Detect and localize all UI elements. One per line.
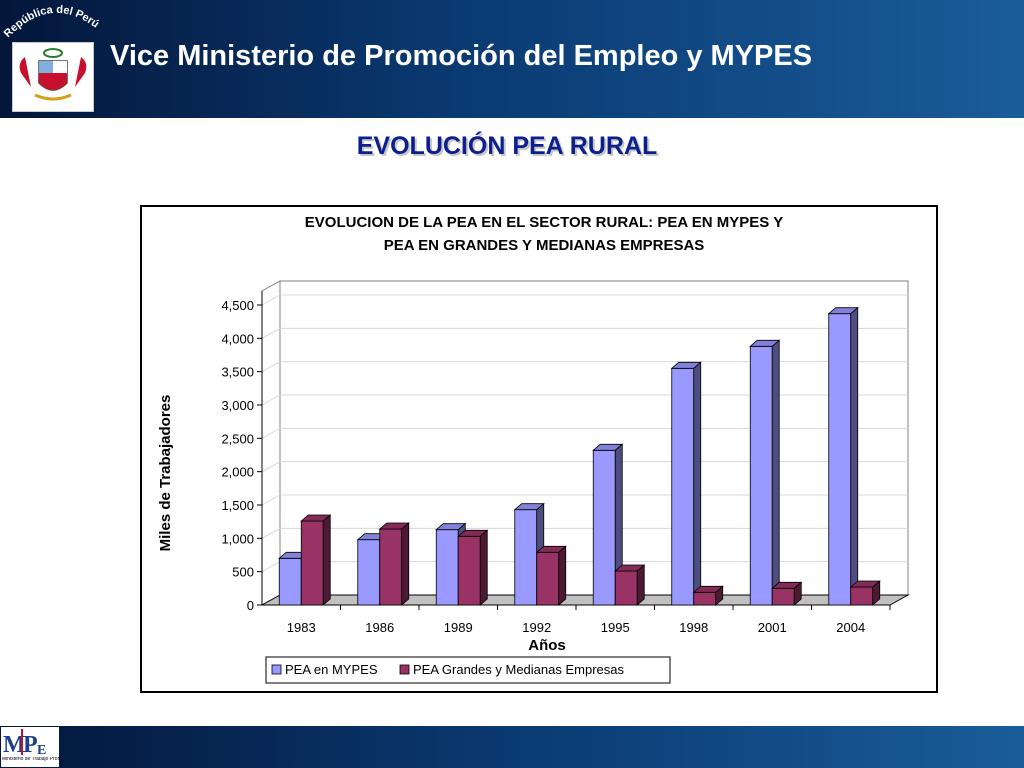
y-tick-label: 1,500 xyxy=(221,498,254,513)
bar-side xyxy=(715,585,724,606)
svg-text:E: E xyxy=(37,743,46,757)
bar-side xyxy=(479,529,488,606)
bar-side xyxy=(401,522,410,606)
x-tick-label: 1992 xyxy=(522,620,551,635)
bar-grandes xyxy=(693,591,717,606)
bar-mypes xyxy=(278,557,302,606)
chart-title-line: PEA EN GRANDES Y MEDIANAS EMPRESAS xyxy=(384,237,705,254)
x-axis-title: Años xyxy=(528,637,566,654)
legend-box xyxy=(265,656,671,684)
svg-text:M: M xyxy=(3,732,26,757)
republica-del-peru-arc: República del Perú xyxy=(2,4,101,40)
svg-text:República del Perú: República del Perú xyxy=(2,4,101,40)
legend-label: PEA en MYPES xyxy=(285,662,378,677)
y-tick-label: 4,500 xyxy=(221,298,254,313)
y-tick-label: 3,500 xyxy=(221,365,254,380)
bar-grandes xyxy=(536,551,560,606)
coat-of-arms-icon xyxy=(19,48,87,101)
x-tick-label: 1983 xyxy=(287,620,316,635)
gridline xyxy=(261,294,908,306)
y-tick-label: 2,500 xyxy=(221,431,254,446)
bar-side xyxy=(771,339,780,606)
bar-grandes xyxy=(379,528,403,606)
bar-grandes xyxy=(850,586,874,606)
x-tick-label: 2001 xyxy=(758,620,787,635)
ministry-logo-caption: Ministerio de Trabajo Promoción del Empl… xyxy=(2,757,60,762)
y-tick-label: 1,000 xyxy=(221,531,254,546)
y-tick-label: 500 xyxy=(232,565,254,580)
bar-side xyxy=(558,545,567,606)
mtpe-logo-icon: M P E xyxy=(3,729,46,758)
header-title: Vice Ministerio de Promoción del Empleo … xyxy=(110,40,813,72)
x-tick-label: 1989 xyxy=(444,620,473,635)
y-tick-label: 3,000 xyxy=(221,398,254,413)
legend-swatch xyxy=(271,664,282,675)
bar-side xyxy=(850,306,859,606)
bar-mypes xyxy=(357,539,381,606)
chart-title-line: EVOLUCION DE LA PEA EN EL SECTOR RURAL: … xyxy=(305,214,783,231)
bar-side xyxy=(693,361,702,606)
bar-mypes xyxy=(671,367,695,606)
ministry-logo: M P E Ministerio de Trabajo Promoción de… xyxy=(1,727,60,767)
bar-mypes xyxy=(592,449,616,606)
bar-mypes xyxy=(749,345,773,606)
bar-grandes xyxy=(771,587,795,606)
bar-grandes xyxy=(457,535,481,606)
y-tick-label: 4,000 xyxy=(221,331,254,346)
slide-title: EVOLUCIÓN PEA RURAL xyxy=(356,132,658,160)
y-axis-title: Miles de Trabajadores xyxy=(157,395,174,552)
footer-banner: M P E Ministerio de Trabajo Promoción de… xyxy=(0,726,1024,768)
svg-text:P: P xyxy=(23,732,38,757)
gridline xyxy=(261,361,908,373)
bar-mypes xyxy=(828,313,852,606)
y-tick-label: 0 xyxy=(247,598,254,613)
bar-side xyxy=(322,514,331,606)
x-tick-label: 1998 xyxy=(679,620,708,635)
peru-coat-of-arms-logo xyxy=(12,42,94,112)
bar-grandes xyxy=(614,570,638,606)
bar-side xyxy=(872,580,881,606)
x-tick-label: 2004 xyxy=(836,620,865,635)
bar-grandes xyxy=(300,520,324,606)
legend-label: PEA Grandes y Medianas Empresas xyxy=(413,662,624,677)
bar-side xyxy=(636,564,645,606)
bar-mypes xyxy=(435,529,459,606)
bar-mypes xyxy=(514,509,538,606)
chart-container: EVOLUCION DE LA PEA EN EL SECTOR RURAL: … xyxy=(140,205,938,693)
y-tick-label: 2,000 xyxy=(221,465,254,480)
chart-svg: EVOLUCION DE LA PEA EN EL SECTOR RURAL: … xyxy=(157,214,910,684)
x-tick-label: 1995 xyxy=(601,620,630,635)
gridline xyxy=(261,327,908,339)
bar-side xyxy=(793,581,802,606)
legend-swatch xyxy=(399,664,410,675)
header-banner: República del Perú Vice Ministerio de Pr… xyxy=(0,0,1024,118)
x-tick-label: 1986 xyxy=(365,620,394,635)
